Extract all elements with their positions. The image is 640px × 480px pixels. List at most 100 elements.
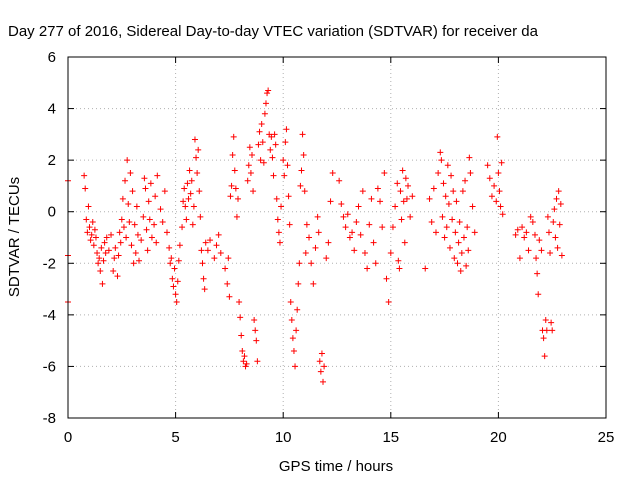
data-point: [454, 260, 461, 267]
data-point: [181, 185, 188, 192]
data-point: [498, 159, 505, 166]
data-point: [152, 193, 159, 200]
data-point: [449, 216, 456, 223]
data-point: [280, 157, 287, 164]
data-point: [199, 260, 206, 267]
data-point: [445, 200, 452, 207]
data-point: [407, 213, 414, 220]
data-point: [133, 203, 140, 210]
data-point: [317, 368, 324, 375]
data-point: [250, 188, 257, 195]
data-point: [301, 188, 308, 195]
data-point: [499, 211, 506, 218]
axis-ticks: [67, 56, 607, 419]
data-point: [316, 358, 323, 365]
x-tick-label: 5: [171, 429, 179, 446]
data-point: [336, 177, 343, 184]
data-point: [543, 327, 550, 334]
data-point: [441, 234, 448, 241]
data-point: [148, 234, 155, 241]
data-point: [143, 226, 150, 233]
data-point: [225, 255, 232, 262]
data-point: [450, 188, 457, 195]
data-point: [120, 224, 127, 231]
data-point: [357, 231, 364, 238]
data-point: [275, 229, 282, 236]
data-point: [494, 133, 501, 140]
data-point: [453, 198, 460, 205]
data-point: [519, 224, 526, 231]
data-point: [409, 193, 416, 200]
data-point: [310, 280, 317, 287]
data-point: [379, 224, 386, 231]
data-point: [272, 141, 279, 148]
data-point: [405, 182, 412, 189]
data-point: [292, 363, 299, 370]
data-point: [204, 247, 211, 254]
data-point: [179, 224, 186, 231]
x-axis-label: GPS time / hours: [279, 458, 393, 475]
data-point: [184, 180, 191, 187]
data-point: [180, 198, 187, 205]
data-point: [81, 172, 88, 179]
data-point: [451, 255, 458, 262]
data-point: [258, 121, 265, 128]
data-point: [548, 319, 555, 326]
data-point: [402, 175, 409, 182]
data-point: [471, 229, 478, 236]
data-point: [533, 255, 540, 262]
data-point: [549, 327, 556, 334]
data-point: [428, 219, 435, 226]
data-point: [215, 231, 222, 238]
data-point: [112, 244, 119, 251]
x-tick-label: 25: [598, 429, 615, 446]
data-point: [556, 221, 563, 228]
data-point: [274, 216, 281, 223]
data-point: [497, 203, 504, 210]
data-point: [383, 275, 390, 282]
chart-title: Day 277 of 2016, Sidereal Day-to-day VTE…: [8, 23, 539, 40]
data-point: [145, 198, 152, 205]
data-point: [430, 185, 437, 192]
data-point: [101, 239, 108, 246]
data-point: [366, 221, 373, 228]
data-point: [401, 239, 408, 246]
data-point: [381, 170, 388, 177]
data-point: [389, 224, 396, 231]
data-point: [126, 219, 133, 226]
data-point: [553, 195, 560, 202]
data-point: [538, 247, 545, 254]
data-point: [146, 216, 153, 223]
x-tick-label: 15: [382, 429, 399, 446]
data-point: [226, 293, 233, 300]
data-point: [554, 244, 561, 251]
grid-lines: [68, 57, 606, 418]
data-point: [87, 237, 94, 244]
data-point: [495, 170, 502, 177]
data-point: [370, 239, 377, 246]
data-point: [523, 229, 530, 236]
data-point: [338, 200, 345, 207]
data-point: [170, 283, 177, 290]
y-tick-labels: -8 -6 -4 -2 0 2 4 6: [43, 49, 56, 427]
data-point: [443, 224, 450, 231]
data-point: [344, 211, 351, 218]
data-point: [98, 244, 105, 251]
data-point: [308, 260, 315, 267]
y-tick-label: 2: [48, 152, 56, 169]
data-point: [534, 270, 541, 277]
data-point: [144, 247, 151, 254]
data-point: [99, 280, 106, 287]
data-point: [300, 151, 307, 158]
y-tick-label: -4: [43, 307, 56, 324]
data-point: [452, 229, 459, 236]
data-point: [261, 110, 268, 117]
data-point: [254, 358, 261, 365]
data-point: [200, 275, 207, 282]
data-point: [142, 185, 149, 192]
data-point: [171, 265, 178, 272]
data-point: [323, 255, 330, 262]
data-point: [531, 231, 538, 238]
data-point: [536, 237, 543, 244]
